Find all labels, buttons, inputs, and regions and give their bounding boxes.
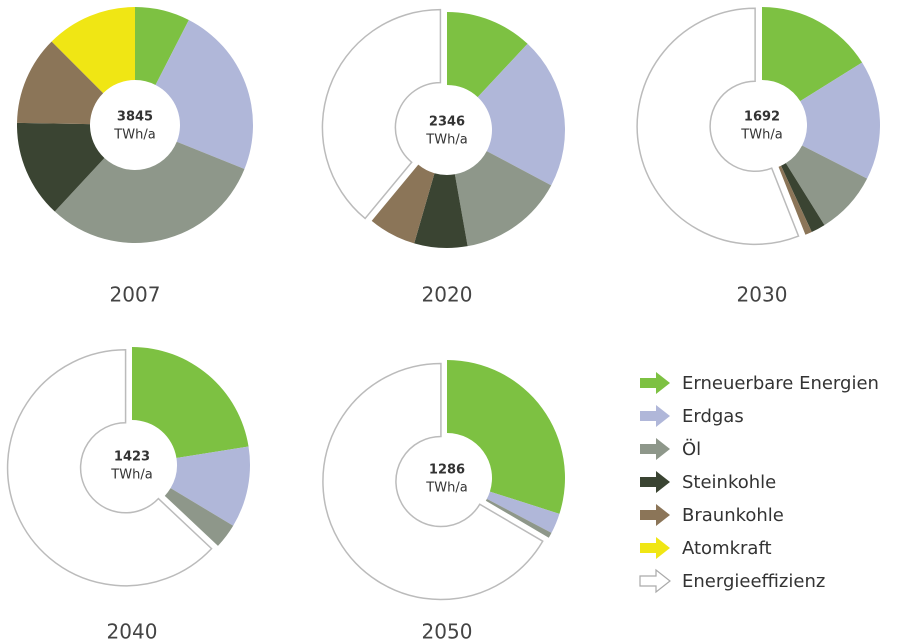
center-unit: TWh/a bbox=[425, 481, 467, 496]
center-unit: TWh/a bbox=[113, 128, 155, 143]
legend-label: Energieeffizienz bbox=[682, 571, 825, 592]
slice bbox=[762, 7, 863, 102]
legend-label: Erneuerbare Energien bbox=[682, 373, 879, 394]
year-label: 2050 bbox=[422, 620, 473, 641]
center-value: 1286 bbox=[429, 463, 465, 478]
slice bbox=[486, 491, 560, 533]
slice bbox=[135, 7, 189, 85]
slice bbox=[778, 165, 812, 235]
center-value: 1692 bbox=[744, 110, 780, 125]
slice bbox=[51, 7, 135, 94]
efficiency-slice bbox=[6, 349, 213, 587]
slice bbox=[371, 164, 435, 244]
slice bbox=[164, 488, 234, 546]
legend-label: Atomkraft bbox=[682, 538, 772, 559]
legend-icon bbox=[640, 504, 670, 526]
center-value: 3845 bbox=[117, 110, 153, 125]
slice bbox=[17, 122, 105, 212]
center-value: 2346 bbox=[429, 115, 465, 130]
slice bbox=[155, 20, 254, 169]
slice bbox=[477, 43, 565, 186]
legend-icon bbox=[640, 537, 670, 559]
legend-label: Braunkohle bbox=[682, 505, 784, 526]
slice bbox=[54, 141, 245, 243]
efficiency-slice bbox=[322, 362, 544, 601]
efficiency-slice bbox=[636, 7, 800, 246]
slice bbox=[454, 151, 552, 247]
year-label: 2030 bbox=[737, 283, 788, 307]
year-label: 2020 bbox=[422, 283, 473, 307]
slice bbox=[780, 163, 825, 232]
center-unit: TWh/a bbox=[740, 128, 782, 143]
year-label: 2007 bbox=[110, 283, 161, 307]
center-unit: TWh/a bbox=[110, 468, 152, 483]
legend-icon bbox=[640, 471, 670, 493]
legend-icon bbox=[639, 568, 671, 594]
legend-label: Erdgas bbox=[682, 406, 744, 427]
efficiency-slice bbox=[321, 8, 442, 220]
slice bbox=[447, 12, 528, 98]
year-label: 2040 bbox=[107, 620, 158, 641]
slice bbox=[800, 62, 880, 179]
slice bbox=[170, 446, 250, 526]
slice bbox=[17, 41, 104, 125]
center-value: 1423 bbox=[114, 450, 150, 465]
slice bbox=[132, 347, 249, 458]
legend-icon bbox=[640, 372, 670, 394]
slice bbox=[785, 145, 868, 226]
legend-icon bbox=[640, 405, 670, 427]
legend-label: Öl bbox=[682, 438, 701, 460]
legend-icon bbox=[640, 438, 670, 460]
center-unit: TWh/a bbox=[425, 133, 467, 148]
slice bbox=[485, 498, 552, 538]
legend-label: Steinkohle bbox=[682, 472, 776, 493]
slice bbox=[414, 173, 468, 248]
slice bbox=[447, 360, 565, 514]
